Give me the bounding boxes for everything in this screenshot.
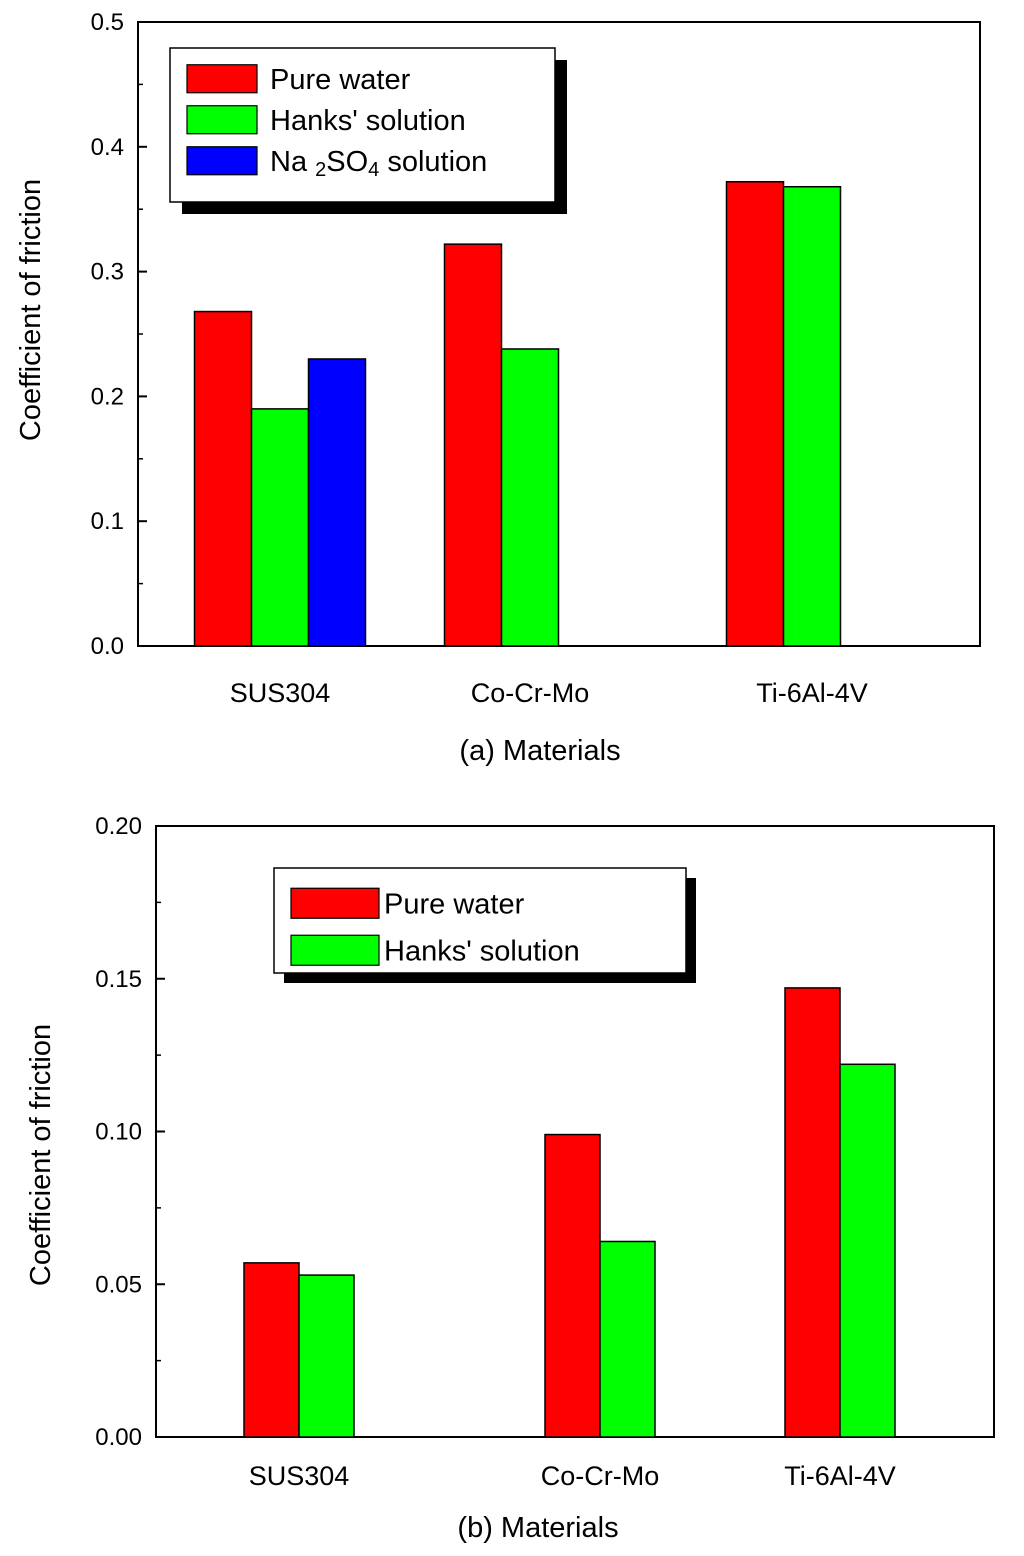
y-tick-label: 0.20 — [95, 813, 142, 840]
legend-swatch — [186, 105, 258, 135]
y-tick-label: 0.2 — [91, 383, 124, 410]
bar-sus304-series-0 — [243, 1262, 300, 1438]
x-category-label: SUS304 — [249, 1461, 350, 1491]
bar-co-cr-mo-series-1 — [500, 348, 560, 647]
y-tick-label: 0.10 — [95, 1119, 142, 1146]
legend-label: Pure water — [384, 888, 525, 920]
bar-sus304-series-1 — [250, 408, 310, 647]
x-axis-title: (b) Materials — [457, 1512, 618, 1544]
y-tick-label: 0.3 — [91, 259, 124, 286]
legend-swatch — [290, 934, 380, 966]
chart-panel-a: 0.0 0.1 0.2 0.3 0.4 0.5 SUS304 Co-Cr-Mo Ti-6Al-4… — [15, 9, 981, 767]
bar-ti-6al-4v-series-0 — [784, 987, 841, 1438]
y-tick-label: 0.4 — [91, 134, 124, 161]
legend-label-subscript: 2 — [315, 159, 326, 181]
y-tick-label: 0.1 — [91, 508, 124, 535]
y-tick-label: 0.15 — [95, 966, 142, 993]
x-category-label: Ti-6Al-4V — [784, 1461, 896, 1491]
y-tick-label: 0.05 — [95, 1271, 142, 1298]
bar-sus304-series-0 — [193, 310, 253, 647]
legend-swatch — [186, 64, 258, 94]
legend: Pure water Hanks' solution Na 2SO4 solutio… — [169, 47, 567, 214]
x-category-label: Ti-6Al-4V — [756, 678, 868, 708]
x-category-label: Co-Cr-Mo — [471, 678, 590, 708]
legend-swatch — [186, 146, 258, 176]
x-category-label: SUS304 — [230, 678, 331, 708]
y-axis-title: Coefficient of friction — [15, 179, 47, 441]
y-axis-title: Coefficient of friction — [25, 1024, 57, 1286]
legend-label-part: Na — [270, 146, 315, 178]
bar-ti-6al-4v-series-1 — [839, 1063, 896, 1438]
legend-label: Na 2SO4 solution — [270, 146, 487, 181]
x-category-label: Co-Cr-Mo — [541, 1461, 660, 1491]
bar-co-cr-mo-series-1 — [599, 1240, 656, 1438]
legend-label: Hanks' solution — [270, 105, 466, 137]
y-tick-label: 0.5 — [91, 9, 124, 36]
legend-label-subscript: 4 — [368, 159, 379, 181]
x-axis-title: (a) Materials — [459, 735, 620, 767]
bar-ti-6al-4v-series-1 — [782, 185, 842, 647]
y-tick-label: 0.00 — [95, 1424, 142, 1451]
legend-swatch — [290, 887, 380, 919]
legend-label-part: solution — [379, 146, 487, 178]
bar-ti-6al-4v-series-0 — [725, 180, 785, 647]
bar-sus304-series-2 — [307, 358, 367, 647]
bar-co-cr-mo-series-0 — [544, 1133, 601, 1438]
y-tick-label: 0.0 — [91, 633, 124, 660]
legend-label: Hanks' solution — [384, 935, 580, 967]
bar-sus304-series-1 — [298, 1274, 355, 1438]
legend-label: Pure water — [270, 64, 411, 96]
bar-co-cr-mo-series-0 — [443, 243, 503, 647]
chart-panel-b: 0.00 0.05 0.10 0.15 0.20 SUS304 Co-Cr-Mo Ti-6Al… — [25, 813, 995, 1544]
legend-label-part: SO — [326, 146, 368, 178]
legend: Pure water Hanks' solution — [273, 867, 696, 983]
